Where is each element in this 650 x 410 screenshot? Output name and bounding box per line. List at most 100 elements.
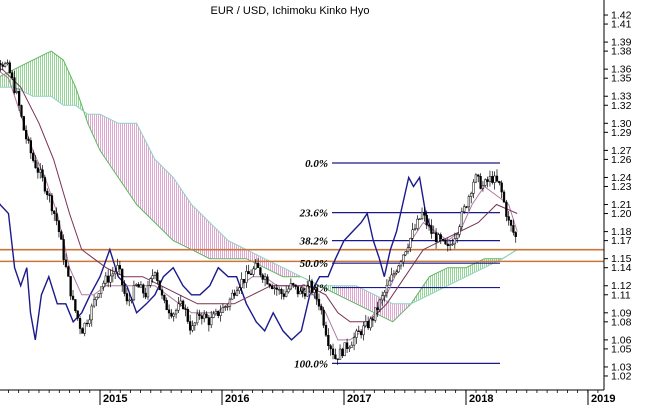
candle-body (41, 169, 44, 178)
y-tick-label: 1.30 (611, 118, 632, 130)
y-tick-label: 1.21 (611, 199, 632, 211)
candle-body (121, 268, 124, 286)
candle-body (495, 175, 499, 182)
candle-body (352, 337, 356, 346)
candle-body (406, 247, 410, 253)
candle-body (196, 313, 199, 324)
candle-body (224, 306, 227, 308)
candle-body (95, 296, 98, 301)
candle-body (198, 313, 201, 316)
chart-title: EUR / USD, Ichimoku Kinko Hyo (211, 5, 370, 17)
candle-body (341, 348, 344, 357)
y-tick-label: 1.36 (611, 64, 632, 76)
price-candles (0, 59, 517, 365)
candle-body (303, 293, 307, 297)
candle-body (259, 267, 262, 276)
candle-body (128, 299, 131, 302)
y-tick-label: 1.41 (611, 19, 632, 31)
candle-body (348, 347, 351, 349)
candle-body (362, 325, 365, 336)
candle-body (238, 287, 241, 292)
y-tick-label: 1.14 (611, 262, 632, 274)
candle-body (439, 234, 442, 240)
fib-level-label: 50.0% (300, 258, 328, 270)
candle-body (434, 232, 438, 242)
candle-body (60, 231, 63, 240)
candle-body (460, 211, 464, 227)
candle-body (392, 273, 396, 276)
candle-body (85, 322, 89, 325)
cloud-segment (14, 60, 33, 97)
candle-body (221, 307, 225, 313)
candle-body (381, 295, 384, 301)
candle-body (10, 72, 14, 78)
candle-body (430, 225, 433, 234)
candle-body (144, 292, 147, 298)
candle-body (507, 216, 510, 221)
candle-body (327, 334, 330, 346)
candle-body (395, 271, 398, 274)
candle-body (385, 284, 389, 293)
candle-body (104, 275, 107, 284)
candle-body (324, 325, 328, 336)
cloud-segment (63, 60, 76, 106)
candle-body (343, 342, 346, 357)
candle-body (153, 272, 157, 276)
candle-body (456, 234, 459, 239)
candle-body (151, 275, 154, 279)
candle-body (282, 293, 285, 297)
candle-body (310, 280, 314, 293)
x-year-label: 2019 (591, 393, 615, 405)
candle-body (275, 287, 278, 290)
cloud-segment (173, 177, 192, 250)
candle-body (252, 268, 255, 275)
candle-body (448, 244, 452, 246)
candle-body (46, 190, 49, 196)
y-tick-label: 1.23 (611, 181, 632, 193)
candle-body (167, 309, 171, 314)
candle-body (486, 179, 489, 182)
candle-body (74, 299, 77, 312)
candle-body (146, 284, 150, 298)
candle-body (39, 169, 42, 173)
candle-body (149, 278, 152, 286)
candle-body (254, 262, 257, 270)
candle-body (474, 174, 478, 183)
cloud-segment (136, 123, 155, 223)
candle-body (163, 294, 166, 301)
candle-body (500, 182, 503, 193)
candle-body (90, 305, 93, 321)
cloud-segment (100, 114, 119, 178)
candle-body (217, 310, 220, 316)
y-tick-label: 1.33 (611, 91, 632, 103)
candle-body (481, 185, 485, 189)
ichimoku-cloud (0, 50, 518, 323)
candle-body (285, 291, 288, 297)
candle-body (261, 274, 264, 280)
y-tick-label: 1.39 (611, 37, 632, 49)
candle-body (409, 238, 412, 248)
candle-body (289, 283, 293, 290)
candle-body (266, 276, 269, 285)
candle-body (369, 318, 372, 329)
candle-body (186, 309, 189, 322)
candle-body (432, 232, 435, 234)
candle-body (383, 291, 386, 296)
cloud-segment (51, 51, 64, 106)
candle-body (0, 63, 2, 65)
candle-body (463, 206, 466, 212)
y-tick-label: 1.05 (611, 343, 632, 355)
y-tick-label: 1.17 (611, 235, 632, 247)
candle-body (296, 286, 300, 295)
candle-body (32, 152, 35, 161)
candle-body (378, 299, 382, 310)
candle-body (181, 300, 185, 309)
fibonacci-retracement: 0.0%23.6%38.2%50.0%61.8%100.0% (294, 158, 500, 370)
candle-body (263, 276, 267, 280)
candle-body (413, 228, 417, 231)
candle-body (345, 342, 349, 349)
candle-body (444, 240, 447, 245)
candle-body (359, 331, 363, 336)
candle-body (514, 232, 517, 237)
